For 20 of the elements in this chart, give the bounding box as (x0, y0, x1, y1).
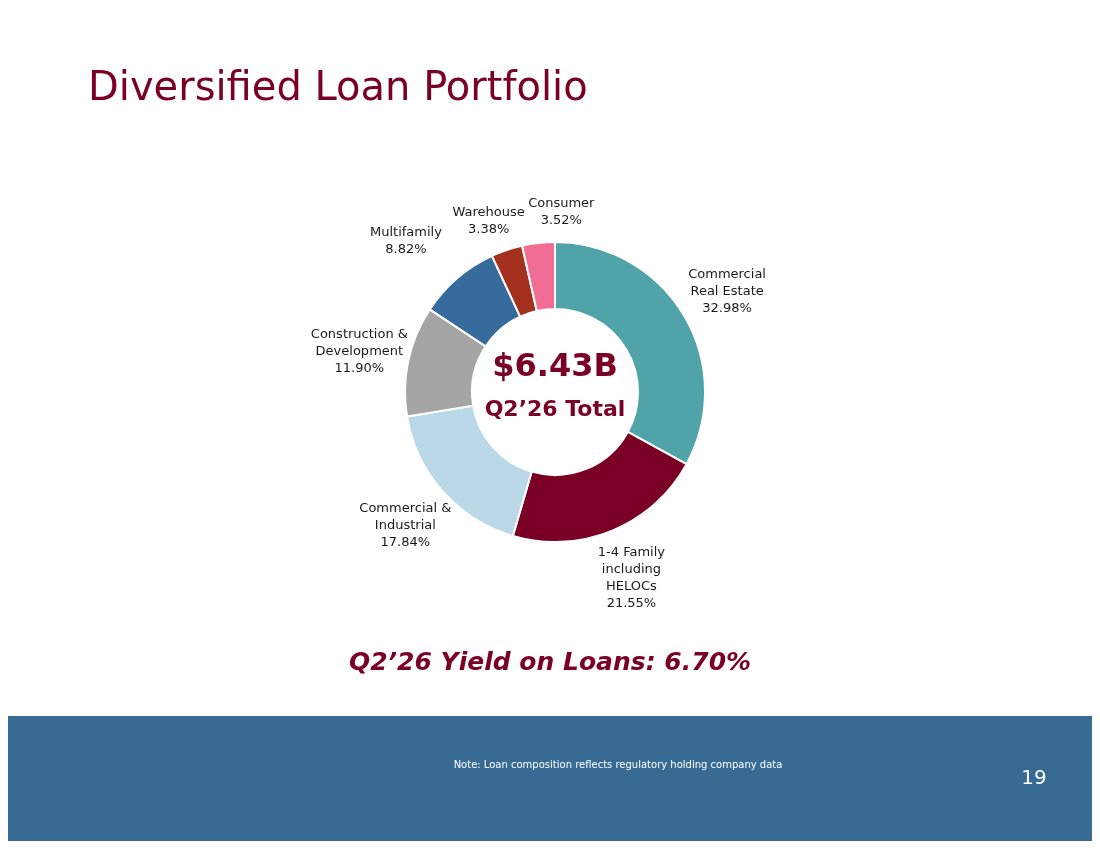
text: $6.43B (492, 346, 618, 384)
data-label: 32.98% (702, 299, 752, 315)
data-label: 17.84% (380, 534, 431, 550)
slice-label: Commercial Real Estate (688, 265, 766, 298)
data-label: 11.90% (334, 359, 385, 375)
slice-label: Commercial & Industrial (359, 500, 452, 533)
chart-title: Diversified Loan Portfolio (88, 63, 588, 109)
data-label: 8.82% (385, 241, 427, 257)
slice-label: Construction & Development (310, 325, 408, 358)
text: 19 (1021, 765, 1047, 789)
slice-label: Warehouse (452, 203, 525, 219)
data-label: 21.55% (606, 594, 657, 610)
text: Note: Loan composition reflects regulatory holding company data (453, 759, 783, 770)
data-label: 3.38% (468, 220, 510, 236)
text: Q2’26 Yield on Loans: 6.70% (348, 647, 752, 676)
data-label: 3.52% (540, 212, 582, 228)
slice-label: 1-4 Family including HELOCs (597, 543, 666, 593)
slice-label: Multifamily (369, 224, 443, 240)
slice-label: Consumer (528, 195, 596, 211)
text: Q2’26 Total (484, 396, 626, 421)
